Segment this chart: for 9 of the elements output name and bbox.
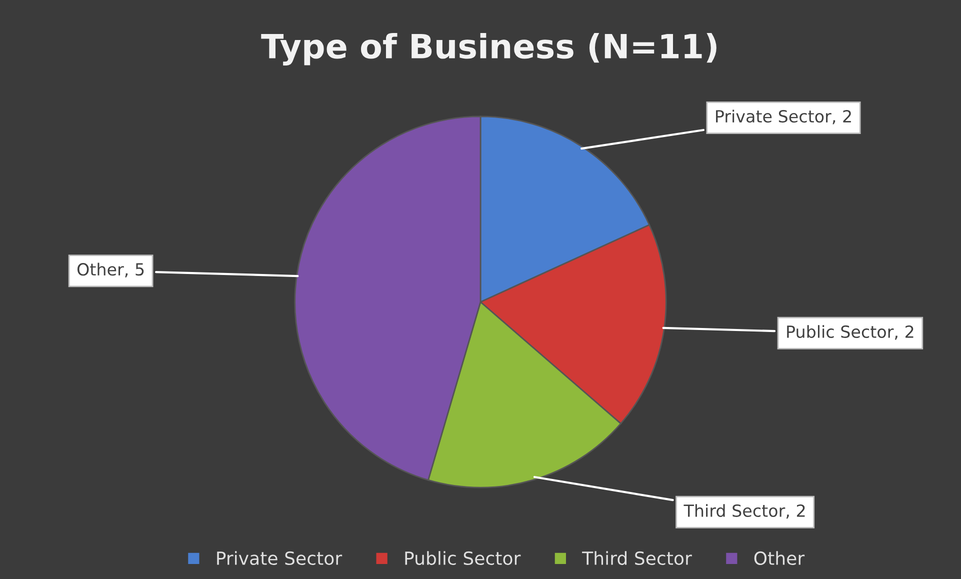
data-label: Public Sector, 2: [787, 325, 914, 340]
chart-title: Type of Business (N=11): [261, 32, 716, 66]
data-label: Private Sector, 2: [716, 110, 851, 124]
legend-label: Public Sector: [405, 551, 521, 566]
legend-label: Other: [754, 551, 805, 566]
data-label: Third Sector, 2: [684, 504, 805, 519]
legend-label: Third Sector: [582, 551, 692, 566]
legend-label: Private Sector: [217, 551, 342, 566]
data-label: Other, 5: [77, 262, 144, 278]
